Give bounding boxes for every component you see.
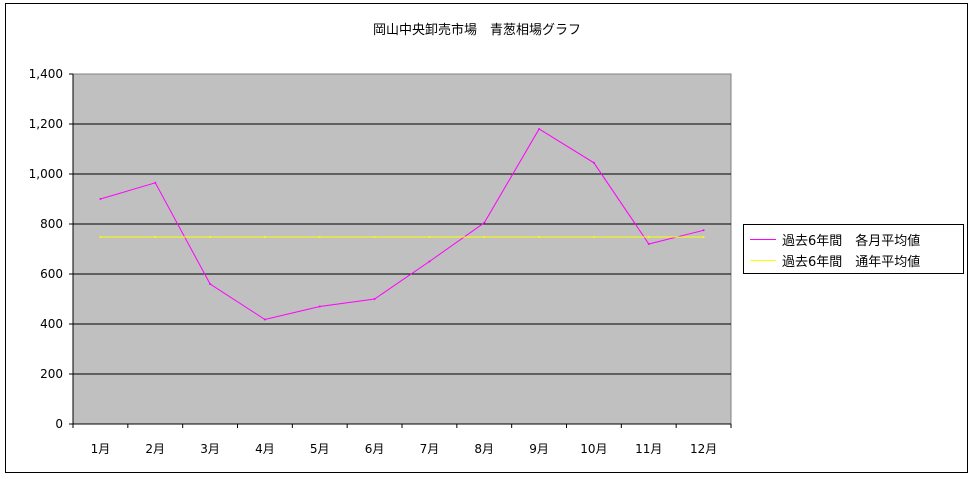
data-point (428, 236, 431, 238)
legend-label-monthly: 過去6年間 各月平均値 (782, 233, 921, 249)
data-point (592, 161, 595, 164)
legend: 過去6年間 各月平均値 過去6年間 通年平均値 (743, 224, 964, 274)
x-tick-label: 2月 (145, 442, 165, 456)
data-point (483, 221, 486, 224)
legend-swatch-annual (750, 259, 776, 261)
y-tick-label: 0 (55, 417, 63, 431)
y-tick-label: 1,000 (29, 167, 63, 181)
axes: 0 200 400 600 800 1,000 1,200 1,400 1月 2月 3月 4月 5月 6月… (29, 67, 732, 456)
legend-label-annual: 過去6年間 通年平均値 (782, 254, 921, 270)
series-line-0 (100, 128, 704, 321)
data-point (154, 181, 157, 184)
y-tick-label: 1,400 (29, 67, 63, 81)
x-tick-label: 10月 (580, 442, 607, 456)
x-tick-label: 6月 (365, 442, 385, 456)
plot-area (72, 73, 732, 425)
data-point (428, 260, 431, 263)
series-layer (99, 128, 705, 321)
data-point (318, 305, 321, 308)
y-tick-label: 600 (40, 267, 63, 281)
y-tick-label: 200 (40, 367, 63, 381)
legend-item-monthly-average: 過去6年間 各月平均値 (750, 229, 920, 249)
chart-title: 岡山中央卸売市場 青葱相場グラフ (373, 22, 581, 38)
data-point (99, 236, 102, 238)
data-point (538, 128, 541, 130)
data-point (209, 283, 212, 285)
data-point (154, 236, 157, 238)
y-tick-label: 400 (40, 317, 63, 331)
data-point (373, 236, 376, 238)
data-point (647, 243, 650, 245)
x-tick-label: 12月 (690, 442, 717, 456)
data-point (99, 198, 102, 200)
legend-swatch-monthly (750, 238, 776, 240)
x-tick-label: 11月 (635, 442, 662, 456)
legend-item-annual-average: 過去6年間 通年平均値 (750, 250, 920, 270)
x-tick-label: 1月 (91, 442, 111, 456)
data-point (538, 236, 541, 238)
data-point (263, 318, 266, 321)
data-point (483, 236, 486, 238)
data-point (702, 236, 705, 238)
y-tick-label: 1,200 (29, 117, 63, 131)
x-tick-label: 9月 (529, 442, 549, 456)
x-tick-label: 7月 (420, 442, 440, 456)
x-tick-label: 5月 (310, 442, 330, 456)
x-tick-label: 8月 (474, 442, 494, 456)
x-tick-label: 3月 (200, 442, 220, 456)
data-point (209, 236, 212, 238)
data-point (702, 229, 705, 232)
data-point (373, 298, 376, 300)
data-point (592, 236, 595, 238)
data-point (263, 236, 266, 238)
y-tick-label: 800 (40, 217, 63, 231)
data-point (318, 236, 321, 238)
grid-lines (73, 123, 731, 375)
x-tick-label: 4月 (255, 442, 275, 456)
data-point (647, 236, 650, 238)
